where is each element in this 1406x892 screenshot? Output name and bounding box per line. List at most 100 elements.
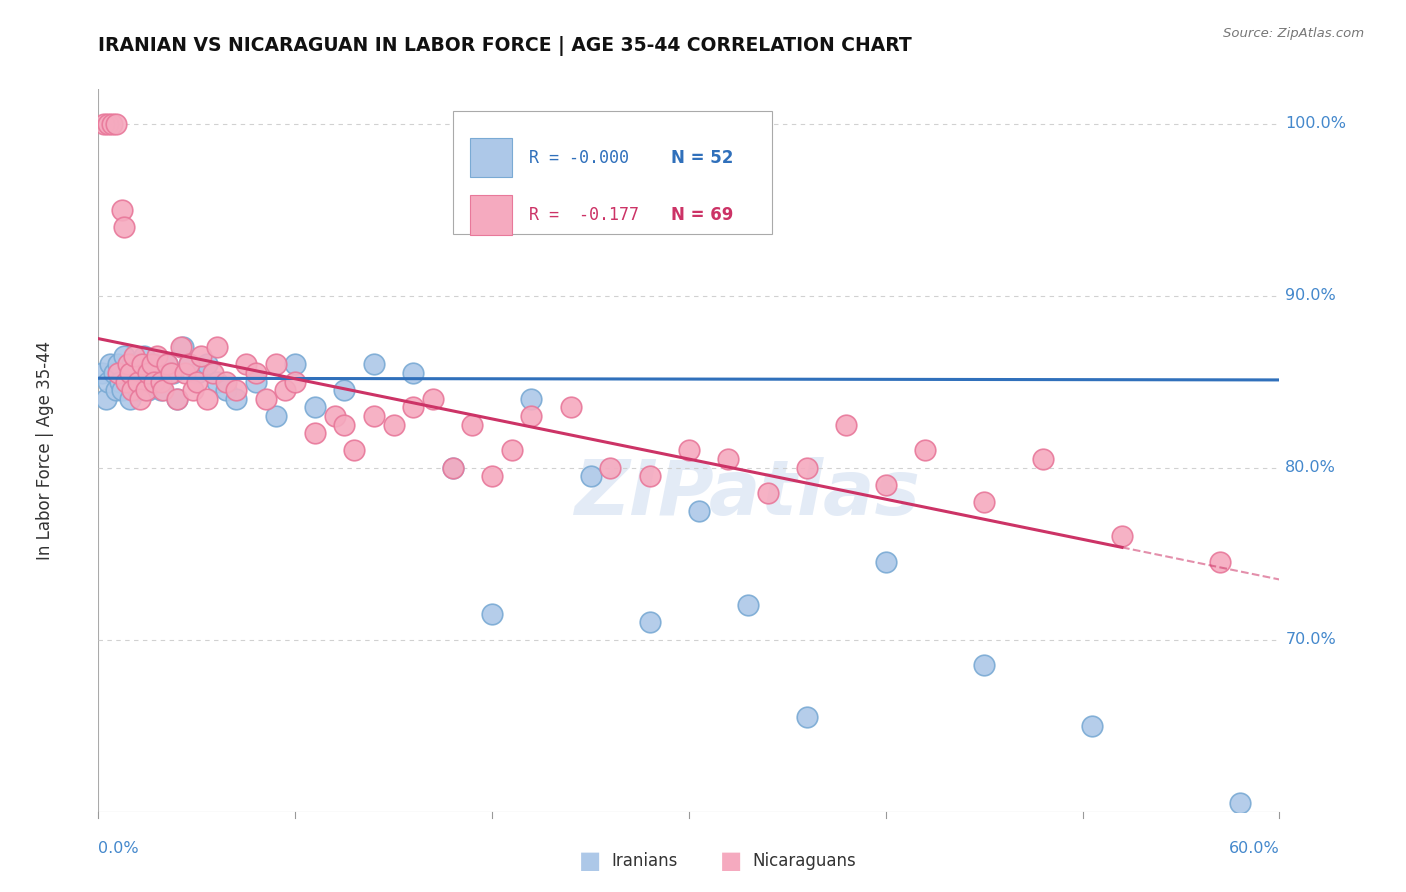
Point <box>254 392 277 406</box>
Point <box>461 417 484 432</box>
Point <box>756 486 779 500</box>
Point <box>638 615 661 630</box>
Point <box>284 358 307 372</box>
Point <box>1209 555 1232 569</box>
Point <box>103 366 125 380</box>
Point <box>127 383 149 397</box>
Point <box>146 349 169 363</box>
Point <box>112 219 135 234</box>
Point <box>215 383 238 397</box>
Point <box>156 358 179 372</box>
Point <box>284 375 307 389</box>
Point <box>118 366 141 380</box>
Point <box>146 375 169 389</box>
Point <box>186 375 208 389</box>
Text: IRANIAN VS NICARAGUAN IN LABOR FORCE | AGE 35-44 CORRELATION CHART: IRANIAN VS NICARAGUAN IN LABOR FORCE | A… <box>98 36 912 55</box>
Point <box>174 366 197 380</box>
Point <box>333 417 356 432</box>
Point <box>117 358 139 372</box>
Point <box>131 358 153 372</box>
Point <box>122 366 145 380</box>
Point <box>441 460 464 475</box>
Point <box>98 358 121 372</box>
Point <box>796 710 818 724</box>
Text: N = 69: N = 69 <box>671 206 734 224</box>
Point <box>363 409 385 423</box>
Point <box>235 358 257 372</box>
Point <box>132 349 155 363</box>
Point <box>274 383 297 397</box>
Point <box>201 366 224 380</box>
Point <box>520 392 543 406</box>
Point <box>481 607 503 621</box>
Point <box>121 383 143 397</box>
Point <box>141 358 163 372</box>
Text: 80.0%: 80.0% <box>1285 460 1336 475</box>
Point <box>91 366 114 380</box>
Point <box>122 349 145 363</box>
Point <box>177 358 200 372</box>
Point <box>264 409 287 423</box>
Text: 60.0%: 60.0% <box>1229 840 1279 855</box>
Point <box>1032 452 1054 467</box>
Point <box>170 340 193 354</box>
Point <box>323 409 346 423</box>
Point <box>973 495 995 509</box>
Point <box>402 366 425 380</box>
Point <box>131 375 153 389</box>
Point <box>195 358 218 372</box>
Point <box>225 392 247 406</box>
Point <box>152 383 174 397</box>
Text: R =  -0.177: R = -0.177 <box>530 206 640 224</box>
Point <box>363 358 385 372</box>
Point <box>142 375 165 389</box>
Point <box>402 401 425 415</box>
Text: N = 52: N = 52 <box>671 149 734 167</box>
Text: 0.0%: 0.0% <box>98 840 139 855</box>
Point <box>111 383 134 397</box>
Point <box>150 375 173 389</box>
Point <box>117 375 139 389</box>
Point <box>973 658 995 673</box>
Point <box>135 383 157 397</box>
Point <box>97 117 120 131</box>
Point <box>162 366 184 380</box>
Point <box>111 202 134 217</box>
Point <box>101 117 124 131</box>
Point <box>215 375 238 389</box>
Point <box>737 599 759 613</box>
Point <box>382 417 405 432</box>
Point <box>160 366 183 380</box>
Point <box>181 383 204 397</box>
Text: R = -0.000: R = -0.000 <box>530 149 630 167</box>
Point <box>835 417 858 432</box>
Point <box>190 349 212 363</box>
FancyBboxPatch shape <box>453 111 772 234</box>
Point <box>304 426 326 441</box>
Point <box>441 460 464 475</box>
Point <box>520 409 543 423</box>
Point <box>1111 529 1133 543</box>
Point <box>141 366 163 380</box>
Point <box>875 478 897 492</box>
Point <box>107 366 129 380</box>
Point <box>136 383 159 397</box>
Point <box>127 375 149 389</box>
Point <box>177 358 200 372</box>
Point <box>205 375 228 389</box>
Text: ZIPatlas: ZIPatlas <box>575 457 921 531</box>
Point <box>333 383 356 397</box>
Point <box>638 469 661 483</box>
Text: In Labor Force | Age 35-44: In Labor Force | Age 35-44 <box>37 341 55 560</box>
Text: Nicaraguans: Nicaraguans <box>752 852 856 870</box>
Point <box>422 392 444 406</box>
Text: 90.0%: 90.0% <box>1285 288 1336 303</box>
Point <box>142 358 165 372</box>
Point <box>481 469 503 483</box>
Point <box>96 392 118 406</box>
Point <box>105 117 128 131</box>
Point <box>1229 796 1251 810</box>
Point <box>186 366 208 380</box>
Point <box>501 443 523 458</box>
Point <box>225 383 247 397</box>
